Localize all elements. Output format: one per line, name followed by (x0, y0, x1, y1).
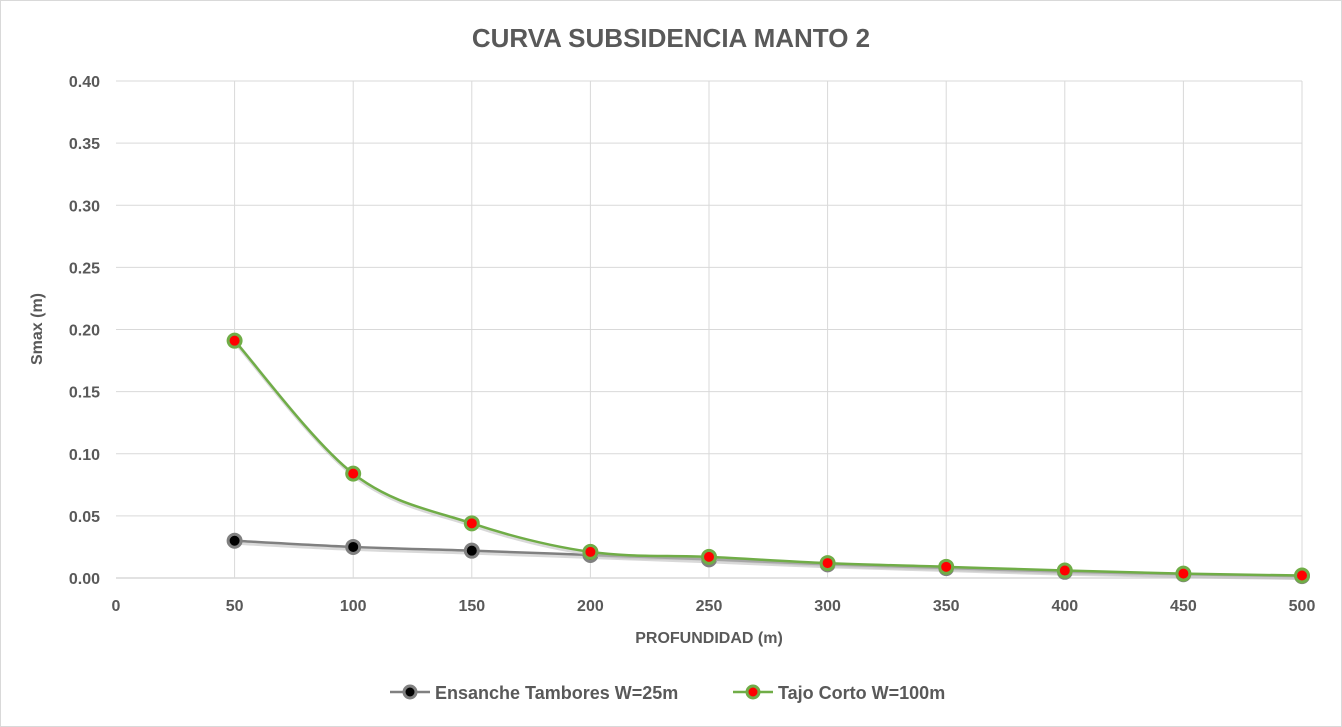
y-tick-label: 0.15 (69, 385, 100, 402)
y-tick-label: 0.25 (69, 260, 100, 277)
x-tick-label: 350 (933, 598, 960, 615)
legend: Ensanche Tambores W=25m Tajo Corto W=100m (390, 683, 945, 703)
series-line (233, 339, 1303, 577)
x-tick-label: 450 (1170, 598, 1197, 615)
y-tick-label: 0.40 (69, 74, 100, 91)
data-point (1175, 565, 1192, 582)
y-tick-label: 0.00 (69, 571, 100, 588)
chart-title: CURVA SUBSIDENCIA MANTO 2 (472, 23, 870, 53)
data-point (226, 532, 243, 549)
data-point (463, 542, 480, 559)
x-tick-label: 50 (226, 598, 244, 615)
data-point (819, 555, 836, 572)
y-tick-label: 0.05 (69, 509, 100, 526)
x-tick-label: 0 (112, 598, 121, 615)
x-tick-label: 100 (340, 598, 367, 615)
x-tick-label: 500 (1289, 598, 1316, 615)
y-tick-label: 0.10 (69, 447, 100, 464)
legend-label: Ensanche Tambores W=25m (435, 683, 678, 703)
legend-item: Ensanche Tambores W=25m (390, 683, 678, 703)
legend-marker (402, 684, 418, 700)
series-tajo-corto (226, 332, 1310, 584)
legend-marker (745, 684, 761, 700)
x-tick-label: 300 (814, 598, 841, 615)
data-point (463, 515, 480, 532)
y-axis-label: Smax (m) (29, 293, 46, 365)
tick-labels: 0.00 0.05 0.10 0.15 0.20 0.25 0.30 0.35 0.40 0 50 1… (69, 74, 1316, 615)
legend-item: Tajo Corto W=100m (733, 683, 945, 703)
x-tick-label: 150 (458, 598, 485, 615)
series-line (234, 539, 1303, 578)
data-point (345, 465, 362, 482)
series-layer (226, 332, 1310, 585)
data-point (582, 543, 599, 560)
gridlines (116, 80, 1303, 579)
data-point (345, 538, 362, 555)
legend-label: Tajo Corto W=100m (778, 683, 945, 703)
data-point (1294, 567, 1310, 584)
x-tick-label: 250 (696, 598, 723, 615)
data-point (701, 548, 717, 565)
data-point (226, 332, 243, 349)
x-tick-label: 400 (1051, 598, 1078, 615)
x-axis-label: PROFUNDIDAD (m) (635, 630, 783, 647)
x-tick-label: 200 (577, 598, 604, 615)
data-point (938, 558, 955, 575)
y-tick-label: 0.20 (69, 323, 100, 340)
y-tick-label: 0.30 (69, 198, 100, 215)
data-point (1056, 562, 1073, 579)
y-tick-label: 0.35 (69, 136, 100, 153)
series-line-shadow (234, 341, 1304, 580)
